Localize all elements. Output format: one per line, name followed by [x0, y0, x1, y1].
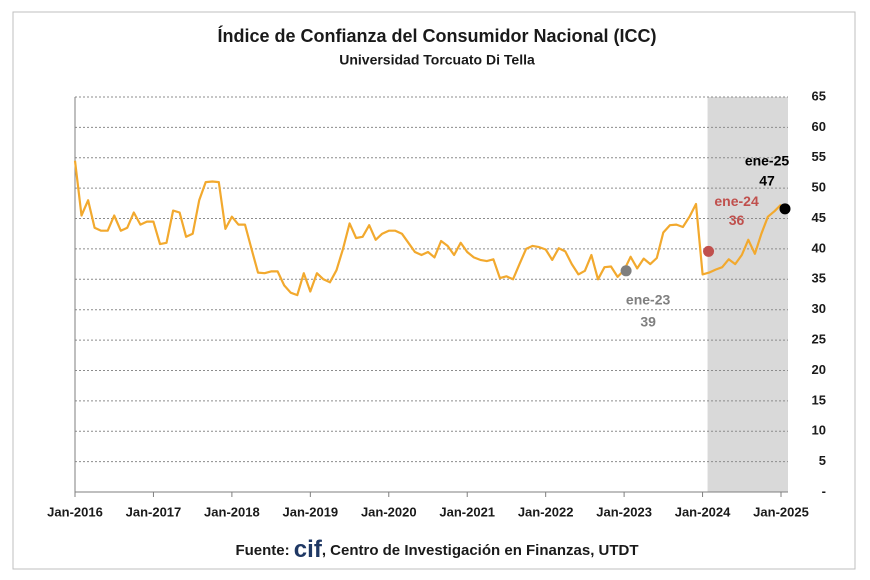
source-prefix: Fuente:: [235, 542, 289, 559]
source-text: , Centro de Investigación en Finanzas, U…: [322, 542, 639, 559]
plot-area: - 5 10 15 20 25 30 35 40 45 50 55 60 65 Jan-2016 Jan-20…: [47, 88, 826, 519]
x-tick-label: Jan-2016: [47, 504, 103, 519]
x-tick-label: Jan-2023: [596, 504, 652, 519]
data-line: [73, 160, 782, 297]
x-tick-label: Jan-2018: [204, 504, 260, 519]
chart-subtitle: Universidad Torcuato Di Tella: [339, 52, 535, 68]
x-tick-label: Jan-2020: [361, 504, 417, 519]
y-tick-label: 15: [812, 392, 826, 407]
y-tick-label: 55: [812, 149, 826, 164]
y-tick-label: 10: [812, 423, 826, 438]
y-tick-label: 40: [812, 240, 826, 255]
x-tick-label: Jan-2022: [518, 504, 574, 519]
y-tick-label: 65: [812, 88, 826, 103]
chart-title: Índice de Confianza del Consumidor Nacio…: [217, 25, 656, 46]
annotation-label: ene-23: [626, 292, 671, 308]
annotation-label: ene-25: [745, 153, 790, 169]
x-tick-label: Jan-2017: [126, 504, 182, 519]
x-tick-label: Jan-2021: [439, 504, 495, 519]
y-tick-label: 60: [812, 119, 826, 134]
annotation-note: 39: [640, 314, 656, 330]
y-tick-label: 30: [812, 301, 826, 316]
source: Fuente: cif, Centro de Investigación en …: [235, 536, 638, 563]
x-tick-label: Jan-2024: [675, 504, 731, 519]
highlight-point: [620, 265, 632, 277]
y-tick-label: 5: [819, 453, 826, 468]
source-logo: cif: [294, 536, 323, 563]
highlight-point: [779, 203, 791, 215]
y-tick-label: -: [822, 483, 826, 498]
x-tick-label: Jan-2019: [283, 504, 339, 519]
x-tick-label: Jan-2025: [753, 504, 809, 519]
annotation-note: 36: [729, 212, 745, 228]
y-tick-label: 25: [812, 332, 826, 347]
y-tick-label: 50: [812, 180, 826, 195]
y-tick-label: 20: [812, 362, 826, 377]
y-tick-label: 45: [812, 210, 826, 225]
y-tick-label: 35: [812, 271, 826, 286]
annotation-note: 47: [759, 173, 775, 189]
shaded-period: [707, 97, 788, 492]
annotation-label: ene-24: [714, 193, 759, 209]
highlight-point: [703, 245, 715, 257]
